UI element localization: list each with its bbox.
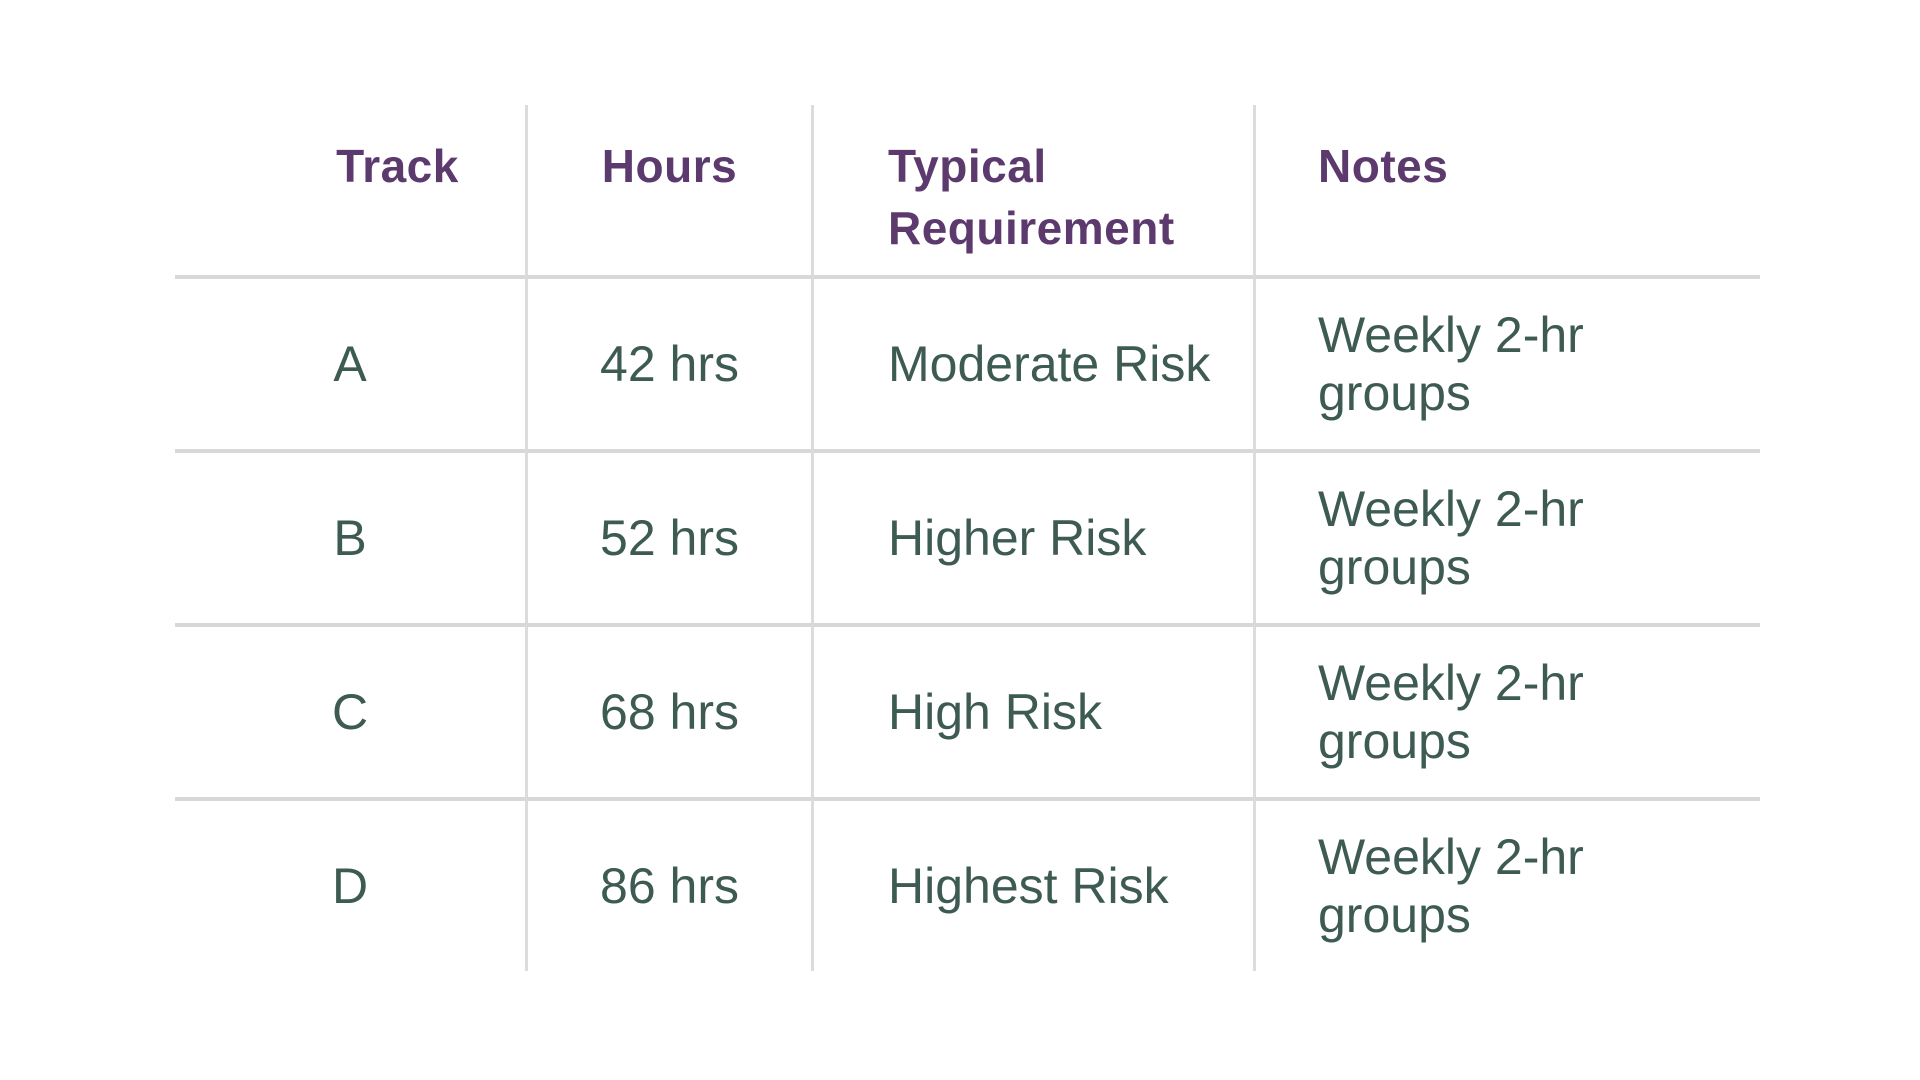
cell-notes: Weekly 2-hr groups bbox=[1253, 449, 1760, 623]
header-cell-notes: Notes bbox=[1253, 105, 1760, 275]
cell-requirement: Moderate Risk bbox=[811, 275, 1253, 449]
cell-notes: Weekly 2-hr groups bbox=[1253, 623, 1760, 797]
cell-track: B bbox=[175, 449, 525, 623]
header-cell-requirement: Typical Requirement bbox=[811, 105, 1253, 275]
header-cell-hours: Hours bbox=[525, 105, 811, 275]
cell-hours: 86 hrs bbox=[525, 797, 811, 971]
cell-requirement: Highest Risk bbox=[811, 797, 1253, 971]
cell-track: A bbox=[175, 275, 525, 449]
cell-track: C bbox=[175, 623, 525, 797]
header-cell-track: Track bbox=[336, 140, 459, 192]
cell-hours: 42 hrs bbox=[525, 275, 811, 449]
cell-requirement: High Risk bbox=[811, 623, 1253, 797]
schedule-table: Track Hours Typical Requirement Notes A … bbox=[175, 105, 1760, 971]
cell-requirement: Higher Risk bbox=[811, 449, 1253, 623]
cell-track: D bbox=[175, 797, 525, 971]
cell-hours: 52 hrs bbox=[525, 449, 811, 623]
cell-notes: Weekly 2-hr groups bbox=[1253, 275, 1760, 449]
cell-notes: Weekly 2-hr groups bbox=[1253, 797, 1760, 971]
cell-hours: 68 hrs bbox=[525, 623, 811, 797]
